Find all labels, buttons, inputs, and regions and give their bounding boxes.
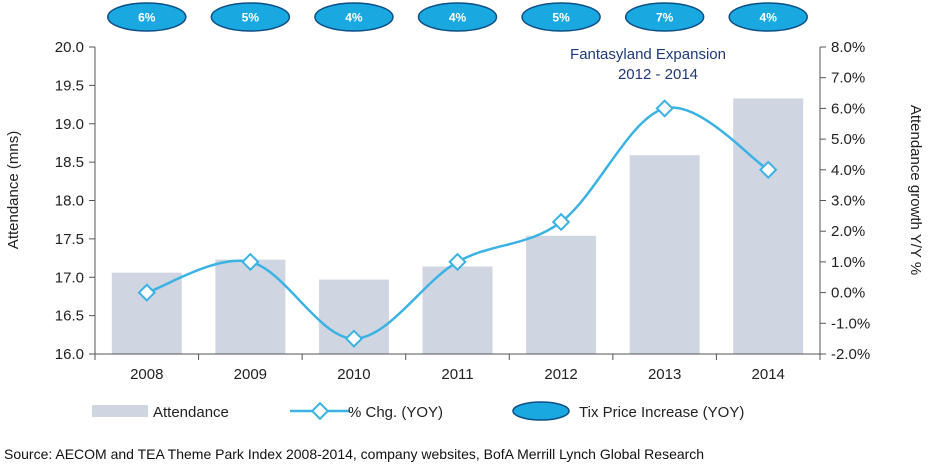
x-tick-label-2014: 2014 [752,366,785,383]
y-right-tick-label: 3.0% [831,193,865,210]
pct-change-point-2013 [655,99,674,118]
y-left-tick-label: 18.5 [55,154,84,171]
tix-bubble-label-2012: 5% [552,11,570,25]
attendance-bars [111,98,804,354]
pct-change-point-2014 [759,160,778,179]
legend: Attendance % Chg. (YOY) Tix Price Increa… [92,401,744,421]
y-right-label: Attendance growth Y/Y % [907,105,924,275]
x-tick-labels: 2008 2009 2010 2011 2012 2013 2014 [130,366,785,383]
annotation-line1: Fantasyland Expansion [570,46,726,63]
y-right-tick-label: 8.0% [831,39,865,56]
tix-bubble-2010 [314,2,394,32]
tix-bubble-label-2013: 7% [656,11,674,25]
y-left-label: Attendance (mns) [5,131,22,249]
y-left-tick-label: 17.0 [55,269,84,286]
pct-change-point-2009 [241,252,260,272]
pct-change-point-2010 [344,329,364,348]
x-tick-label-2013: 2013 [648,366,681,383]
x-tick-label-2008: 2008 [130,366,163,383]
y-left-tick-label: 17.5 [55,231,84,248]
tix-bubble-label-2008: 6% [138,11,156,25]
pct-change-line [137,99,778,348]
legend-pct-marker [310,401,330,421]
tix-bubble-label-2010: 4% [345,11,363,25]
axes: 16.0 16.5 17.0 17.5 18.0 18.5 19.0 19.5 20.0 -2.0… [55,39,870,363]
tix-bubble-2009 [210,2,291,32]
tix-bubble-label-2014: 4% [760,11,778,25]
bar-attendance-2009 [215,259,286,354]
tix-bubble-2011 [417,2,498,32]
y-left-tick-label: 16.5 [55,308,84,325]
bar-attendance-2014 [733,98,804,354]
x-tick-label-2009: 2009 [234,366,267,383]
tix-bubble-label-2011: 4% [449,11,467,25]
y-right-tick-label: -1.0% [831,315,870,332]
legend-attendance-swatch [92,405,148,417]
legend-pct-label: % Chg. (YOY) [348,404,443,421]
y-right-tick-label: 7.0% [831,70,865,87]
x-tick-label-2010: 2010 [337,366,370,383]
annotation-line2: 2012 - 2014 [618,66,698,83]
y-left-tick-label: 20.0 [55,39,84,56]
tix-price-bubbles: 6% 5% 4% 4% 5% 7% 4% [107,2,808,32]
pct-change-point-2008 [137,283,156,302]
y-left-tick-label: 18.0 [55,193,84,210]
y-left-tick-label: 19.5 [55,77,84,94]
y-right-tick-label: 0.0% [831,285,865,302]
y-right-tick-label: -2.0% [831,346,870,363]
bar-attendance-2013 [629,155,700,354]
x-tick-label-2011: 2011 [441,366,473,383]
y-right-tick-label: 4.0% [831,162,865,179]
y-left-tick-label: 19.0 [55,116,84,133]
legend-bubble-label: Tix Price Increase (YOY) [579,404,744,421]
y-right-tick-label: 2.0% [831,223,865,240]
bar-attendance-2012 [526,235,597,354]
x-tick-label-2012: 2012 [544,366,577,383]
pct-change-point-2011 [448,252,467,272]
legend-attendance-label: Attendance [153,404,229,421]
pct-change-point-2012 [551,212,571,232]
tix-bubble-2013 [624,2,705,32]
y-right-tick-label: 5.0% [831,131,865,148]
tix-bubble-2014 [728,2,808,32]
tix-bubble-label-2009: 5% [242,11,260,25]
y-left-tick-label: 16.0 [55,346,84,363]
tix-bubble-2008 [107,2,187,32]
source-note: Source: AECOM and TEA Theme Park Index 2… [4,446,705,462]
tix-bubble-2012 [521,2,601,32]
y-right-tick-label: 6.0% [831,100,865,117]
y-right-tick-label: 1.0% [831,254,865,271]
legend-bubble-swatch [512,401,570,421]
